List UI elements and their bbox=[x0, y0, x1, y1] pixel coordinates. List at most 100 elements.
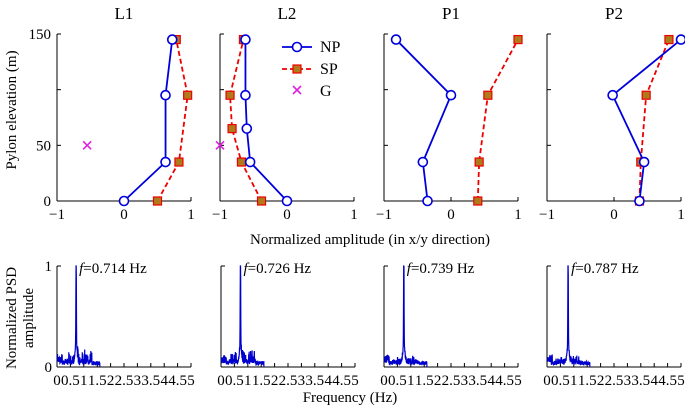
x-tick-label: −1 bbox=[49, 207, 65, 223]
x-tick-label: 0 bbox=[447, 207, 455, 223]
psd-x-tick-label: 4.5 bbox=[495, 373, 514, 389]
panel-title: L2 bbox=[278, 4, 297, 23]
y-tick-label: 150 bbox=[29, 27, 52, 43]
psd-x-tick-label: 1 bbox=[80, 373, 88, 389]
psd-curve bbox=[220, 265, 265, 368]
np-point bbox=[281, 195, 293, 207]
psd-x-tick-label: 3 bbox=[461, 373, 469, 389]
panel-p2: P2 −1 0 1 bbox=[539, 4, 685, 223]
np-point bbox=[390, 34, 402, 45]
panel-l2: L2 −1 0 1 bbox=[212, 4, 358, 223]
psd-x-tick-label: 4.5 bbox=[168, 373, 187, 389]
psd-x-tick-label: 2.5 bbox=[115, 373, 134, 389]
psd-x-tick-label: 3.5 bbox=[305, 373, 324, 389]
psd-x-tick-label: 5 bbox=[351, 373, 359, 389]
x-tick-label: −1 bbox=[376, 207, 392, 223]
x-tick-label: 0 bbox=[610, 207, 618, 223]
psd-panel-p2: 0 0.5 1 1.5 2 2.5 3 3.5 4 4.5 5 f=0.787 Hz bbox=[543, 261, 685, 389]
legend-np-label: NP bbox=[320, 39, 341, 56]
sp-point bbox=[227, 124, 237, 134]
psd-x-tick-label: 0.5 bbox=[388, 373, 407, 389]
psd-x-tick-label: 1.5 bbox=[252, 373, 271, 389]
panel-title: P1 bbox=[442, 4, 460, 23]
psd-x-tick-label: 1.5 bbox=[88, 373, 107, 389]
np-point bbox=[166, 34, 178, 45]
bottom-ylabel-line1: Normalized PSD bbox=[4, 267, 20, 369]
y-tick-label: 50 bbox=[36, 138, 51, 154]
psd-x-tick-label: 4 bbox=[487, 373, 495, 389]
np-point bbox=[160, 89, 171, 101]
g-point bbox=[215, 140, 225, 150]
sp-point bbox=[483, 90, 493, 100]
psd-x-tick-label: 3 bbox=[134, 373, 142, 389]
np-point bbox=[607, 89, 618, 101]
np-point bbox=[675, 34, 685, 45]
psd-x-tick-label: 4.5 bbox=[658, 373, 677, 389]
np-point bbox=[244, 156, 256, 168]
x-tick-label: −1 bbox=[212, 207, 228, 223]
psd-x-tick-label: 0 bbox=[543, 373, 551, 389]
psd-x-tick-label: 0 bbox=[217, 373, 225, 389]
freq-value: =0.787 Hz bbox=[575, 261, 639, 277]
psd-x-tick-label: 3 bbox=[298, 373, 306, 389]
sp-point bbox=[183, 90, 193, 100]
psd-panel-l1: 010 0.5 1 1.5 2 2.5 3 3.5 4 4.5 5f=0.714 Hz bbox=[45, 259, 195, 389]
sp-point bbox=[256, 196, 267, 206]
np-line bbox=[395, 38, 453, 202]
psd-x-tick-label: 2 bbox=[434, 373, 442, 389]
np-point bbox=[422, 195, 433, 207]
bottom-ylabel-line2: amplitude bbox=[21, 288, 37, 348]
psd-x-tick-label: 0.5 bbox=[61, 373, 80, 389]
x-tick-label: 1 bbox=[350, 207, 358, 223]
legend-np-marker bbox=[291, 41, 303, 53]
panel-title: P2 bbox=[605, 4, 623, 23]
legend: NP SP G bbox=[282, 39, 341, 100]
legend-g-label: G bbox=[320, 83, 332, 100]
sp-point bbox=[225, 90, 235, 100]
np-point bbox=[445, 89, 457, 101]
peak-frequency-label: f=0.726 Hz bbox=[243, 261, 311, 277]
psd-y-tick-label: 0 bbox=[45, 360, 53, 376]
sp-point bbox=[513, 34, 523, 45]
psd-x-tick-label: 0 bbox=[380, 373, 388, 389]
psd-curve bbox=[384, 265, 428, 368]
sp-line bbox=[476, 39, 519, 202]
psd-x-tick-label: 3.5 bbox=[468, 373, 487, 389]
freq-symbol: f bbox=[407, 261, 413, 277]
psd-x-tick-label: 4 bbox=[324, 373, 332, 389]
sp-point bbox=[174, 157, 184, 167]
np-point bbox=[417, 156, 429, 168]
np-line bbox=[611, 38, 682, 202]
psd-x-tick-label: 4 bbox=[650, 373, 658, 389]
sp-point bbox=[236, 157, 247, 167]
np-point bbox=[634, 195, 645, 207]
psd-x-tick-label: 1 bbox=[570, 373, 578, 389]
psd-x-tick-label: 2 bbox=[597, 373, 605, 389]
panel-p1: P1 −1 0 1 bbox=[376, 4, 523, 223]
psd-curve bbox=[546, 265, 591, 368]
x-tick-label: −1 bbox=[539, 207, 555, 223]
bottom-xlabel: Frequency (Hz) bbox=[303, 390, 398, 406]
np-point bbox=[118, 195, 130, 207]
psd-x-tick-label: 2 bbox=[271, 373, 279, 389]
x-tick-label: 1 bbox=[677, 207, 685, 223]
sp-line bbox=[156, 39, 189, 202]
peak-frequency-label: f=0.739 Hz bbox=[407, 261, 475, 277]
psd-x-tick-label: 0.5 bbox=[551, 373, 570, 389]
psd-panel-l2: 0 0.5 1 1.5 2 2.5 3 3.5 4 4.5 5 f=0.726 Hz bbox=[217, 261, 359, 389]
freq-symbol: f bbox=[243, 261, 249, 277]
sp-point bbox=[641, 90, 651, 100]
top-xlabel: Normalized amplitude (in x/y direction) bbox=[250, 232, 490, 248]
x-tick-label: 0 bbox=[120, 207, 128, 223]
freq-value: =0.739 Hz bbox=[411, 261, 475, 277]
psd-x-tick-label: 2.5 bbox=[605, 373, 624, 389]
freq-symbol: f bbox=[79, 261, 85, 277]
psd-x-tick-label: 5 bbox=[187, 373, 195, 389]
psd-x-tick-label: 0 bbox=[53, 373, 61, 389]
peak-frequency-label: f=0.714 Hz bbox=[79, 261, 147, 277]
psd-x-tick-label: 1 bbox=[407, 373, 415, 389]
psd-x-tick-label: 5 bbox=[677, 373, 685, 389]
freq-symbol: f bbox=[571, 261, 577, 277]
peak-frequency-label: f=0.787 Hz bbox=[571, 261, 639, 277]
